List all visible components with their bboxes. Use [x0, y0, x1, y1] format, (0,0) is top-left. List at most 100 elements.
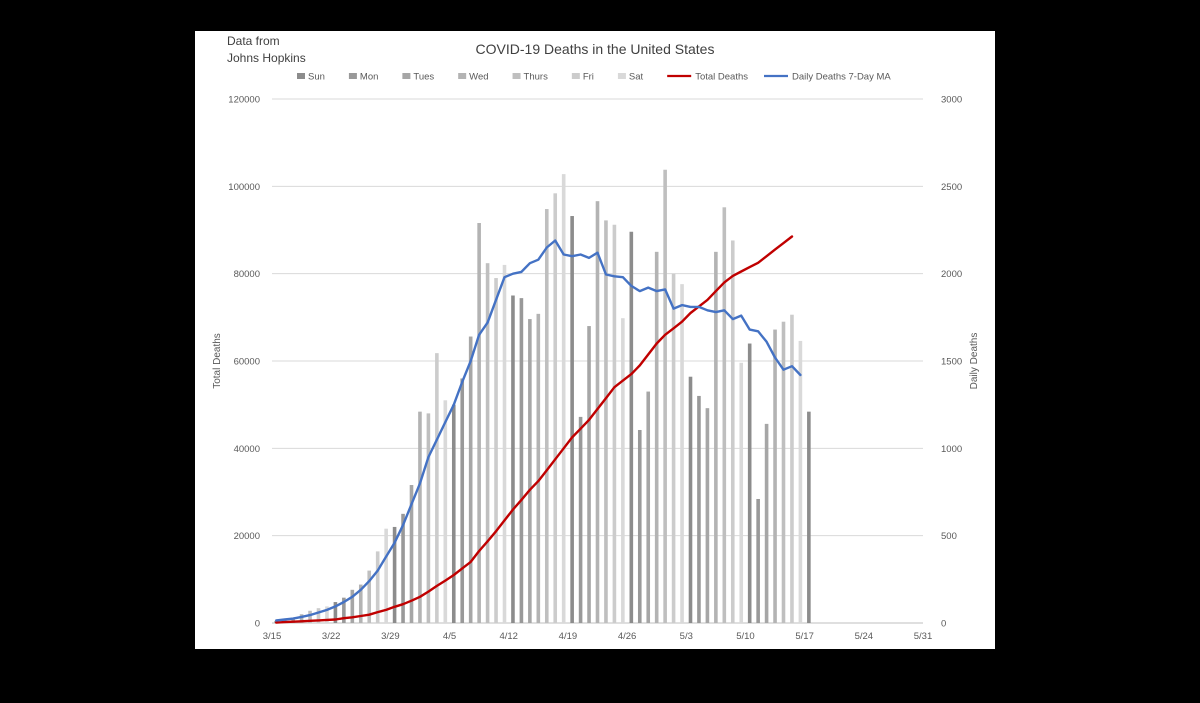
y-right-axis-title: Daily Deaths — [969, 333, 980, 390]
bar-fri — [730, 240, 735, 624]
x-tick-label: 5/10 — [736, 631, 755, 642]
y-left-tick-label: 20000 — [234, 531, 260, 542]
y-right-tick-label: 0 — [941, 619, 946, 630]
legend: Sun Mon Tues Wed Thurs Fri Sat Total Deaths Dail… — [297, 72, 891, 83]
bar-tues — [646, 391, 651, 623]
x-tick-label: 5/24 — [855, 631, 874, 642]
bar-mon — [756, 498, 760, 623]
bar-sun — [688, 376, 693, 623]
bar-fri — [494, 278, 498, 623]
x-tick-label: 4/19 — [559, 631, 578, 642]
y-left-axis-title: Total Deaths — [212, 333, 223, 389]
bar-fri — [435, 353, 439, 623]
bar-sat — [325, 606, 329, 623]
legend-swatch-sat — [617, 73, 626, 79]
legend-swatch-fri — [571, 73, 580, 79]
bar-sun — [629, 231, 634, 623]
bar-tues — [587, 326, 591, 623]
bar-sun — [451, 404, 456, 623]
legend-label-wed: Wed — [469, 72, 488, 83]
x-tick-label: 5/3 — [680, 631, 693, 642]
bar-thurs — [722, 207, 727, 623]
source-note-line-2: Johns Hopkins — [227, 51, 306, 65]
bar-thurs — [426, 413, 431, 623]
bar-tues — [291, 617, 295, 623]
bar-sat — [561, 174, 566, 623]
bar-tues — [764, 423, 769, 623]
bar-mon — [697, 395, 701, 623]
x-tick-label: 5/31 — [914, 631, 933, 642]
bar-mon — [401, 513, 405, 623]
source-note: Data from Johns Hopkins — [227, 33, 306, 67]
bar-fri — [671, 273, 676, 623]
bar-thurs — [308, 610, 312, 623]
x-tick-label: 4/5 — [443, 631, 456, 642]
x-tick-label: 3/15 — [263, 631, 282, 642]
legend-swatch-thurs — [512, 73, 521, 79]
bar-wed — [418, 411, 422, 623]
bar-sun — [333, 602, 338, 623]
bar-tues — [350, 589, 355, 623]
y-right-tick-label: 2500 — [941, 182, 962, 193]
bar-fri — [612, 224, 617, 623]
bar-sat — [739, 362, 744, 623]
bar-tues — [705, 408, 710, 623]
legend-label-daily-deaths-7-day-ma: Daily Deaths 7-Day MA — [792, 72, 891, 83]
y-left-tick-label: 0 — [255, 619, 260, 630]
legend-label-sat: Sat — [629, 72, 644, 83]
bar-thurs — [544, 209, 549, 624]
source-note-line-1: Data from — [227, 34, 280, 48]
legend-swatch-mon — [348, 73, 357, 79]
gridlines — [272, 98, 923, 624]
bar-wed — [477, 223, 481, 623]
bar-thurs — [367, 570, 372, 623]
legend-swatch-wed — [458, 73, 467, 79]
bar-mon — [519, 298, 524, 623]
legend-label-tues: Tues — [413, 72, 434, 83]
chart-title: COVID-19 Deaths in the United States — [476, 41, 715, 57]
y-left-tick-label: 120000 — [228, 95, 260, 106]
bar-sat — [502, 264, 507, 623]
bar-fri — [316, 608, 321, 623]
y-right-tick-label: 1000 — [941, 444, 962, 455]
bar-sun — [807, 411, 811, 623]
legend-swatch-tues — [402, 73, 411, 79]
line-total-deaths — [274, 235, 794, 624]
y-right-tick-label: 3000 — [941, 95, 962, 106]
line-daily-deaths-7-day-ma — [274, 239, 802, 622]
y-left-tick-label: 100000 — [228, 182, 260, 193]
bar-wed — [773, 329, 777, 623]
bar-sat — [621, 318, 625, 623]
bar-wed — [536, 313, 541, 623]
bar-mon — [578, 416, 583, 623]
bar-wed — [595, 201, 600, 623]
bar-fri — [553, 193, 558, 623]
bar-thurs — [663, 169, 667, 624]
legend-label-mon: Mon — [360, 72, 378, 83]
bar-wed — [358, 584, 363, 623]
x-tick-label: 3/22 — [322, 631, 341, 642]
bar-sat — [384, 528, 388, 623]
bar-sun — [392, 526, 397, 623]
legend-label-sun: Sun — [308, 72, 325, 83]
x-tick-label: 4/12 — [499, 631, 518, 642]
bar-thurs — [485, 263, 490, 623]
bar-sun — [570, 216, 574, 623]
x-tick-label: 3/29 — [381, 631, 400, 642]
legend-swatch-sun — [297, 73, 305, 79]
y-right-tick-label: 500 — [941, 531, 957, 542]
bar-sat — [798, 340, 803, 623]
y-left-tick-label: 60000 — [234, 357, 260, 368]
x-tick-label: 4/26 — [618, 631, 637, 642]
bar-wed — [299, 614, 304, 623]
bar-tues — [528, 319, 532, 623]
bar-tues — [409, 485, 414, 623]
bar-mon — [342, 597, 346, 623]
bar-fri — [790, 314, 794, 623]
bar-sat — [680, 284, 684, 623]
y-right-tick-label: 2000 — [941, 269, 962, 280]
bar-sat — [443, 400, 448, 623]
line-series — [274, 235, 802, 624]
bar-sun — [511, 295, 515, 623]
y-right-tick-label: 1500 — [941, 357, 962, 368]
